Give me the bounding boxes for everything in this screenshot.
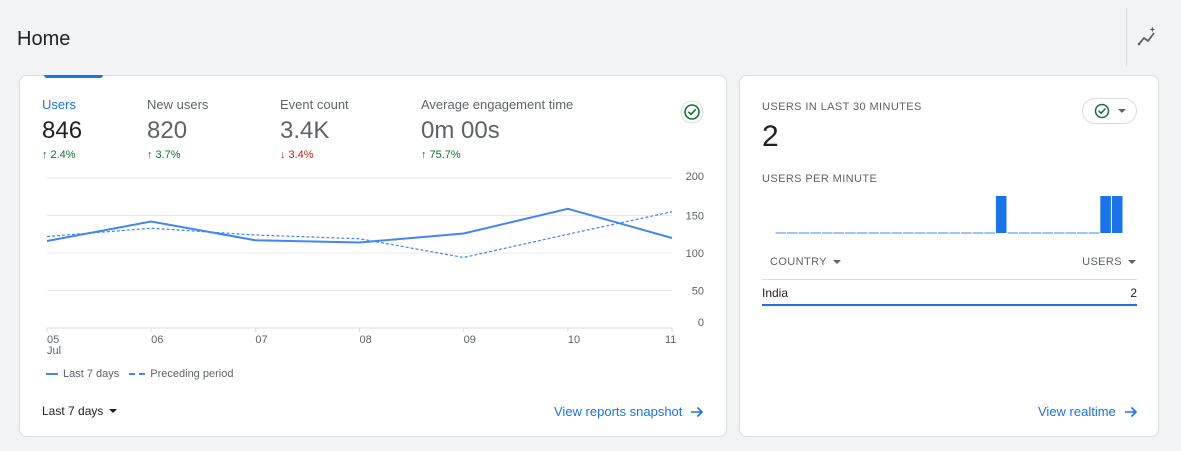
legend-label: Last 7 days (63, 368, 120, 380)
insights-icon[interactable] (1136, 26, 1160, 50)
header-divider (1126, 8, 1127, 66)
x-tick-label: 08 (360, 334, 372, 346)
arrow-up-icon: ↑ (421, 149, 427, 161)
data-quality-check-icon[interactable] (680, 100, 704, 124)
x-tick-label: 11 (665, 334, 676, 346)
metric-new-users[interactable]: New users 820 ↑ 3.7% (147, 97, 208, 161)
minute-bar (995, 196, 1007, 233)
series-line-dashed (46, 211, 673, 259)
metric-label: Event count (280, 97, 349, 112)
metric-change: ↑ 3.7% (147, 149, 208, 161)
caret-down-icon (833, 260, 841, 264)
chart-legend: Last 7 days Preceding period (46, 368, 233, 380)
link-label: View reports snapshot (554, 404, 683, 419)
series-line-solid (46, 207, 673, 244)
arrow-right-icon (691, 406, 704, 417)
metric-users[interactable]: Users 846 ↑ 2.4% (42, 97, 82, 161)
realtime-card: USERS IN LAST 30 MINUTES 2 USERS PER MIN… (739, 75, 1159, 437)
legend-item-last: Last 7 days (46, 368, 119, 380)
metric-change-value: 3.4% (288, 149, 314, 161)
metric-label: Average engagement time (421, 97, 574, 112)
x-tick-label: 10 (568, 334, 580, 346)
metric-value: 0m 00s (421, 117, 500, 144)
y-tick-label: 200 (686, 171, 704, 183)
metric-event-count[interactable]: Event count 3.4K ↓ 3.4% (280, 97, 349, 161)
legend-dashed-swatch (129, 373, 146, 375)
x-tick-label: 06 (151, 334, 163, 346)
column-header-label: USERS (1082, 256, 1122, 268)
active-metric-indicator (44, 75, 103, 78)
metric-change-value: 2.4% (50, 149, 76, 161)
view-reports-snapshot-link[interactable]: View reports snapshot (554, 404, 704, 419)
realtime-check-dropdown[interactable] (1082, 98, 1137, 124)
table-row[interactable]: India 2 (762, 281, 1137, 306)
x-tick-label: 07 (255, 334, 267, 346)
metric-avg-engagement[interactable]: Average engagement time 0m 00s ↑ 75.7% (421, 97, 573, 161)
page-title: Home (17, 28, 71, 50)
check-circle-icon (1094, 103, 1109, 119)
overview-card: Users 846 ↑ 2.4% New users 820 ↑ 3.7% Even… (19, 75, 727, 437)
minute-bar (1111, 196, 1123, 233)
y-tick-label: 0 (698, 317, 704, 329)
users-per-minute-chart (775, 196, 1123, 234)
metric-change: ↑ 75.7% (421, 149, 573, 161)
minute-bar (1100, 196, 1111, 233)
legend-solid-swatch (46, 373, 58, 375)
y-tick-label: 100 (686, 248, 704, 260)
view-realtime-link[interactable]: View realtime (1038, 404, 1138, 419)
country-cell: India (762, 285, 789, 300)
y-tick-label: 150 (686, 211, 704, 223)
metric-change-value: 75.7% (429, 149, 461, 161)
metric-label: Users (42, 97, 76, 112)
arrow-up-icon: ↑ (147, 149, 153, 161)
users-line-chart: 200 150 100 50 0 05 06 07 08 09 10 11 Jul (46, 171, 704, 357)
metric-change-value: 3.7% (155, 149, 181, 161)
arrow-right-icon (1124, 406, 1137, 417)
x-tick-label: 05 (47, 334, 59, 346)
realtime-title: USERS IN LAST 30 MINUTES (762, 101, 922, 113)
users-column-header[interactable]: USERS (1082, 256, 1136, 268)
legend-item-preceding: Preceding period (129, 368, 233, 380)
link-label: View realtime (1038, 404, 1116, 419)
column-header-label: COUNTRY (770, 256, 827, 268)
y-tick-label: 50 (692, 286, 704, 298)
metric-value: 820 (147, 117, 188, 144)
metric-value: 3.4K (280, 117, 330, 144)
metric-change: ↓ 3.4% (280, 149, 349, 161)
users-cell: 2 (1130, 285, 1137, 300)
realtime-user-count: 2 (762, 120, 779, 153)
caret-down-icon (1128, 260, 1136, 264)
arrow-up-icon: ↑ (42, 149, 48, 161)
date-range-selector[interactable]: Last 7 days (42, 404, 118, 418)
x-tick-sublabel: Jul (47, 345, 61, 357)
date-range-label: Last 7 days (42, 404, 104, 418)
country-column-header[interactable]: COUNTRY (770, 256, 841, 268)
table-divider (762, 279, 1137, 280)
x-tick-label: 09 (464, 334, 476, 346)
metric-value: 846 (42, 117, 83, 144)
legend-label: Preceding period (150, 368, 234, 380)
metric-label: New users (147, 97, 209, 112)
metric-change: ↑ 2.4% (42, 149, 82, 161)
per-minute-title: USERS PER MINUTE (762, 173, 878, 185)
caret-down-icon (109, 409, 118, 413)
arrow-down-icon: ↓ (280, 149, 286, 161)
caret-down-icon (1117, 109, 1126, 113)
